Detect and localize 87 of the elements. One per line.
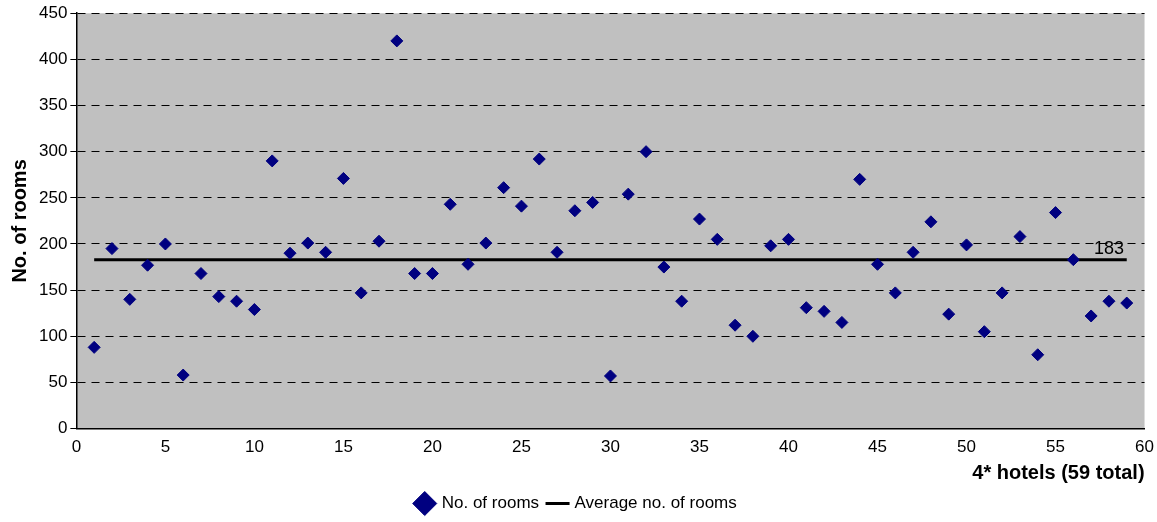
y-tick-label: 150 [38, 279, 68, 299]
point [514, 199, 528, 213]
point [1066, 253, 1080, 267]
point [888, 286, 902, 300]
x-tick-label: 30 [600, 437, 620, 457]
point [123, 292, 137, 306]
x-axis-title: 4* hotels (59 total) [972, 460, 1145, 483]
point [461, 257, 475, 271]
point [230, 294, 244, 308]
point [158, 237, 172, 251]
point [692, 212, 706, 226]
x-tick-label: 5 [160, 437, 171, 457]
point [354, 286, 368, 300]
point [301, 236, 315, 250]
point [176, 368, 190, 382]
point [1013, 230, 1027, 244]
point [141, 258, 155, 272]
point [1031, 348, 1045, 362]
point [977, 325, 991, 339]
legend-label: Average no. of rooms [574, 493, 737, 513]
x-tick-label: 15 [333, 437, 353, 457]
x-tick-label: 40 [779, 437, 798, 457]
point [924, 215, 938, 229]
point [781, 232, 795, 246]
x-tick-label: 35 [690, 437, 709, 457]
point [853, 172, 867, 186]
point [906, 245, 920, 259]
y-axis-title: No. of rooms [7, 159, 30, 283]
point [1049, 206, 1063, 220]
x-tick-label: 0 [71, 437, 82, 457]
point [550, 245, 564, 259]
y-tick-label: 400 [38, 49, 68, 69]
point [710, 232, 724, 246]
point [283, 246, 297, 260]
point [532, 152, 546, 166]
point [568, 204, 582, 218]
point [479, 236, 493, 250]
x-tick-label: 25 [511, 437, 531, 457]
point [87, 340, 101, 354]
point [1084, 309, 1098, 323]
point [105, 242, 119, 256]
point [639, 145, 653, 159]
y-tick-label: 350 [38, 95, 68, 115]
point [764, 239, 778, 253]
point [265, 154, 279, 168]
point [1120, 296, 1134, 310]
point [194, 267, 208, 281]
x-tick-label: 55 [1046, 437, 1065, 457]
point [995, 286, 1009, 300]
point [675, 294, 689, 308]
x-tick-label: 20 [422, 437, 442, 457]
point [603, 369, 617, 383]
point [586, 195, 600, 209]
y-tick-label: 100 [38, 325, 68, 345]
annotation: 183 [1093, 237, 1124, 258]
point [372, 234, 386, 248]
point [799, 301, 813, 315]
point [657, 260, 671, 274]
y-tick-label: 0 [57, 418, 68, 438]
point [817, 304, 831, 318]
point [960, 238, 974, 252]
y-tick-label: 50 [48, 372, 68, 392]
legend-label: No. of rooms [441, 493, 540, 513]
point [390, 34, 404, 48]
x-tick-label: 45 [868, 437, 887, 457]
y-tick-label: 450 [38, 2, 68, 22]
y-tick-label: 300 [38, 141, 68, 161]
x-tick-label: 10 [244, 437, 264, 457]
point [728, 318, 742, 332]
y-tick-label: 250 [38, 187, 68, 207]
point [1102, 294, 1116, 308]
point [621, 187, 635, 201]
point [497, 181, 511, 195]
x-tick-label: 50 [957, 437, 976, 457]
point [336, 171, 350, 185]
point [443, 197, 457, 211]
point [408, 267, 422, 281]
point [942, 307, 956, 321]
point [871, 257, 884, 271]
point [247, 303, 261, 317]
y-tick-label: 200 [38, 233, 68, 253]
point [425, 267, 439, 281]
point [212, 290, 226, 304]
x-tick-label: 60 [1135, 437, 1155, 457]
point [835, 315, 849, 329]
point [746, 329, 760, 343]
point [319, 245, 333, 259]
